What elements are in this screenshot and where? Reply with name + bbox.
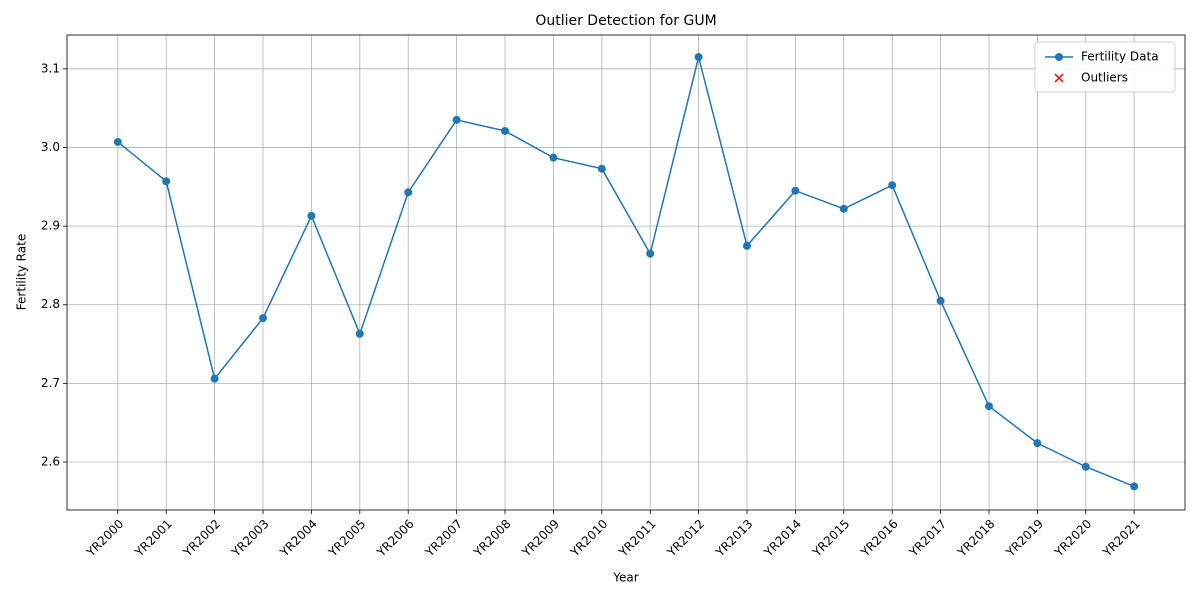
legend-box: [1034, 41, 1176, 93]
legend-marker: [1054, 73, 1064, 83]
x-axis-label: Year: [612, 571, 638, 585]
point-marker: [646, 249, 655, 258]
point-marker: [501, 126, 510, 135]
point-marker: [1033, 439, 1042, 448]
chart-title: Outlier Detection for GUM: [535, 13, 716, 29]
point-marker: [162, 177, 171, 186]
y-axis-label: Fertility Rate: [15, 234, 29, 310]
y-tick-label: 2.9: [41, 219, 60, 233]
y-tick-label: 3.1: [41, 61, 60, 75]
point-marker: [452, 115, 461, 124]
point-marker: [259, 314, 268, 323]
point-marker: [936, 296, 945, 305]
plot-frame: [66, 34, 1186, 511]
point-marker: [791, 186, 800, 195]
point-marker: [742, 241, 751, 250]
y-tick-label: 2.7: [41, 376, 60, 390]
legend-label: Outliers: [1081, 71, 1128, 85]
point-marker: [597, 164, 606, 173]
point-marker: [113, 137, 122, 146]
point-marker: [1081, 462, 1090, 471]
y-tick-label: 2.6: [41, 455, 60, 469]
point-marker: [307, 211, 316, 220]
point-marker: [549, 153, 558, 162]
point-marker: [888, 181, 897, 190]
point-marker: [355, 329, 364, 338]
point-marker: [694, 53, 703, 62]
y-tick-label: 3.0: [41, 140, 60, 154]
legend-label: Fertility Data: [1081, 50, 1159, 64]
point-marker: [984, 402, 993, 411]
legend: Fertility Data Outliers: [1034, 41, 1176, 93]
point-marker: [1130, 482, 1139, 491]
point-marker: [839, 204, 848, 213]
series-line: [117, 56, 1135, 488]
legend-marker: [1055, 53, 1063, 61]
point-marker: [404, 188, 413, 197]
y-tick-label: 2.8: [41, 297, 60, 311]
point-marker: [210, 374, 219, 383]
